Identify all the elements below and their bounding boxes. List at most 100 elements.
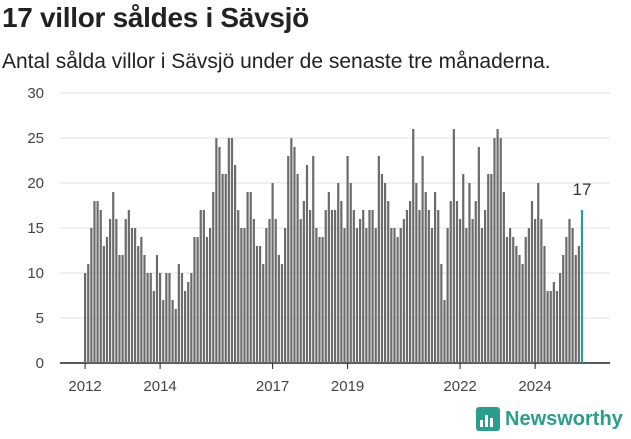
bar [443,300,446,363]
bar [484,210,487,363]
bar [190,273,193,363]
bar [340,201,343,363]
bar [565,237,568,363]
bar [318,237,321,363]
bar [224,174,227,363]
bar [284,228,287,363]
bar [115,219,118,363]
bar [321,237,324,363]
bar [390,228,393,363]
bar [380,174,384,363]
bar [177,264,180,363]
x-tick-label: 2019 [331,378,364,395]
bar [343,228,346,363]
bar [540,219,543,363]
bar [559,273,562,363]
bar [312,156,315,363]
bar [274,219,277,363]
bar [121,255,124,363]
bar [302,201,305,363]
bar [349,183,352,363]
bar [252,219,255,363]
bar [184,291,187,363]
x-tick-label: 2014 [143,378,176,395]
bar [205,237,209,363]
bar [124,219,127,363]
x-tick-label: 2012 [68,378,101,395]
bar [84,273,87,363]
bar [471,219,474,363]
bar [393,228,396,363]
bar [537,183,540,363]
bar [459,219,462,363]
bar [105,237,109,363]
bar [143,255,146,363]
bar [359,219,362,363]
bar [480,228,484,363]
bar [449,201,452,363]
bar [155,255,159,363]
highlight-bar [580,210,584,363]
bar [415,183,418,363]
bar [262,264,265,363]
bar [118,255,121,363]
bar [246,192,249,363]
bar [371,210,374,363]
bar [327,192,330,363]
bar [180,273,184,363]
bar [509,228,512,363]
bar [187,282,190,363]
bar [524,237,527,363]
bar [487,174,490,363]
bar [574,255,577,363]
bar [499,138,502,363]
bar [543,246,546,363]
bar [396,237,399,363]
bar [99,210,102,363]
bar [377,156,380,363]
bar [277,255,280,363]
bar [196,237,199,363]
y-tick-label: 20 [27,175,44,192]
brand-name: Newsworthy [505,407,623,430]
bar [399,228,402,363]
bar [240,228,243,363]
bar [334,210,337,363]
bar [221,174,224,363]
bar [549,291,552,363]
bar [465,228,468,363]
bar [271,183,274,363]
bar [546,291,549,363]
bar [362,210,365,363]
bar [468,183,471,363]
bar [562,255,565,363]
x-tick-label: 2017 [256,378,289,395]
bar [315,228,318,363]
bar [440,264,443,363]
bar [287,156,290,363]
bar [452,129,455,363]
bar [243,228,246,363]
bar [402,219,405,363]
newsworthy-logo-icon [476,407,500,431]
bar [555,291,559,363]
bar [455,201,459,363]
bar [462,174,465,363]
bar [90,228,93,363]
y-tick-label: 30 [27,85,44,102]
bar [199,210,202,363]
bar [427,210,430,363]
bar [352,210,355,363]
bar [102,246,105,363]
bar [230,138,234,363]
bar [437,210,440,363]
bar [112,192,115,363]
bar [477,147,480,363]
bar [237,210,240,363]
chart-title: 17 villor såldes i Sävsjö [2,2,309,33]
bar [421,156,424,363]
bar [512,237,515,363]
highlight-value-label: 17 [573,180,592,199]
bar [127,210,130,363]
bar [159,273,162,363]
